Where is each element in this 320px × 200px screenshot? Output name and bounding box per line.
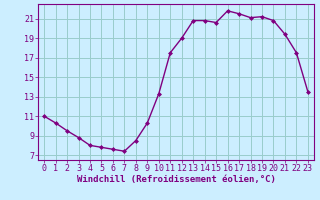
X-axis label: Windchill (Refroidissement éolien,°C): Windchill (Refroidissement éolien,°C) <box>76 175 276 184</box>
